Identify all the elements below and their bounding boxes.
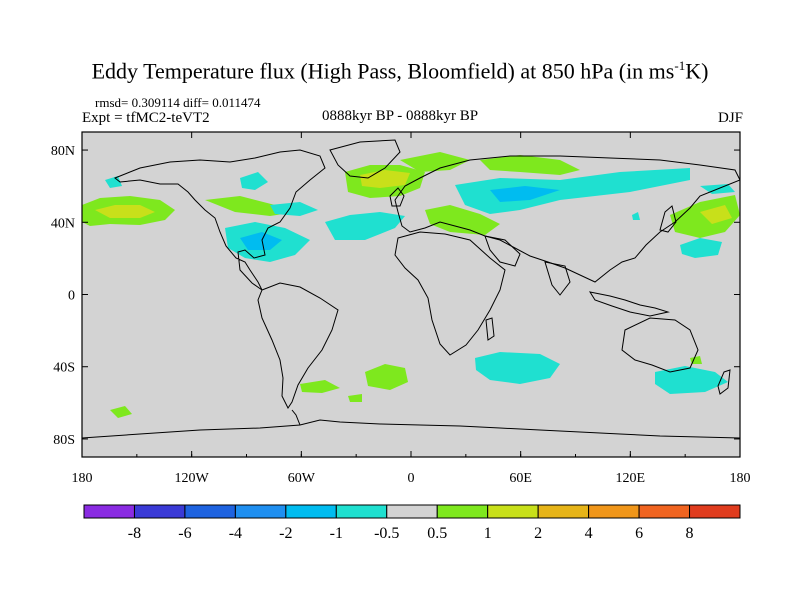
map-title: Eddy Temperature flux (High Pass, Bloomf… [91,58,709,84]
colorbar-label: -2 [279,525,292,542]
colorbar-swatch [638,504,691,519]
colorbar-swatch [83,504,135,519]
coastline-indonesia [588,291,670,317]
colorbar-swatch [537,504,590,519]
colorbar-swatch [335,504,388,519]
coastline-australia [621,317,699,373]
colorbar [83,504,741,519]
colorbar-swatch [133,504,186,519]
coastline-antarctic-peninsula [291,409,301,426]
negative-region-south-australia [655,366,728,394]
negative-region-japan-small [632,212,640,220]
coastline-north-america [114,149,326,291]
coastline-eurasia [394,155,740,283]
negative-region-eurasia [455,168,690,214]
negative-flux-regions [105,168,735,394]
lon-label: 180 [730,471,751,486]
lat-label: 80N [51,144,75,159]
colorbar-swatch [386,504,438,519]
coastlines [82,139,740,439]
positive-region-north-pacific-core [95,205,155,218]
coastline-south-america [257,282,339,409]
coastline-madagascar [485,317,495,341]
colorbar-label: 1 [484,525,492,542]
negative-region-eurasia-core [490,186,560,202]
period-label: 0888kyr BP - 0888kyr BP [321,108,479,124]
positive-region-south-atlantic [365,364,408,390]
colorbar-swatch [588,504,640,519]
positive-region-west-atlantic [205,196,290,216]
colorbar-label: 2 [534,525,542,542]
coastline-africa [394,231,506,356]
stats-label: rmsd= 0.309114 diff= 0.011474 [95,95,261,110]
coastline-arabia [484,235,521,267]
experiment-label: Expt = tfMC2-teVT2 [82,110,210,126]
positive-region-mediterranean [425,205,500,235]
colorbar-label: -8 [128,525,141,542]
colorbar-swatch [234,504,287,519]
colorbar-swatch [487,504,539,519]
lon-label: 60W [288,471,316,486]
coastline-india [544,261,571,296]
lat-label: 80S [53,433,75,448]
positive-region-south-america-east [300,380,340,393]
positive-region-norway [400,152,470,172]
latitude-labels: 80N 40N 0 40S 80S [51,144,75,448]
season-label: DJF [717,110,743,126]
positive-region-north-atlantic-core [360,170,410,188]
colorbar-label: 0.5 [427,525,447,542]
lon-label: 60E [509,471,532,486]
longitude-labels: 180 120W 60W 0 60E 120E 180 [72,471,751,486]
colorbar-swatch [184,504,236,519]
colorbar-swatch [436,504,489,519]
colorbar-label: 4 [585,525,593,542]
colorbar-label: 6 [635,525,643,542]
colorbar-swatch [285,504,337,519]
colorbar-label: -4 [229,525,242,542]
lat-label: 40S [53,361,75,376]
colorbar-label: -1 [330,525,343,542]
lon-label: 0 [408,471,415,486]
positive-region-west-pacific-core [700,205,732,224]
colorbar-label: 8 [686,525,694,542]
coastline-antarctica [82,419,740,439]
lon-label: 180 [72,471,93,486]
positive-flux-regions [82,152,740,418]
lon-label: 120W [175,471,210,486]
colorbar-label: -0.5 [374,525,399,542]
lat-label: 40N [51,216,75,231]
negative-region-indian-ocean [475,352,560,384]
lat-label: 0 [68,289,75,304]
coastline-greenland [329,139,401,179]
negative-region-hudson [270,202,318,216]
negative-region-west-atlantic [325,212,405,240]
coastline-uk [389,187,405,207]
negative-region-north-pacific-alaska [105,176,122,188]
coastline-japan [659,205,677,233]
lon-label: 120E [616,471,646,486]
negative-region-east-asia [680,238,722,258]
negative-region-canada [240,172,268,190]
negative-region-gulf-core [240,232,282,250]
axis-ticks [81,132,741,457]
positive-region-south-atlantic-small [348,394,362,402]
positive-region-south-pacific [110,406,132,418]
coastline-new-zealand [717,369,731,395]
colorbar-labels: -8 -6 -4 -2 -1 -0.5 0.5 1 2 4 6 8 [128,525,694,542]
colorbar-label: -6 [178,525,191,542]
colorbar-swatch [689,504,741,519]
positive-region-siberia [480,155,580,175]
